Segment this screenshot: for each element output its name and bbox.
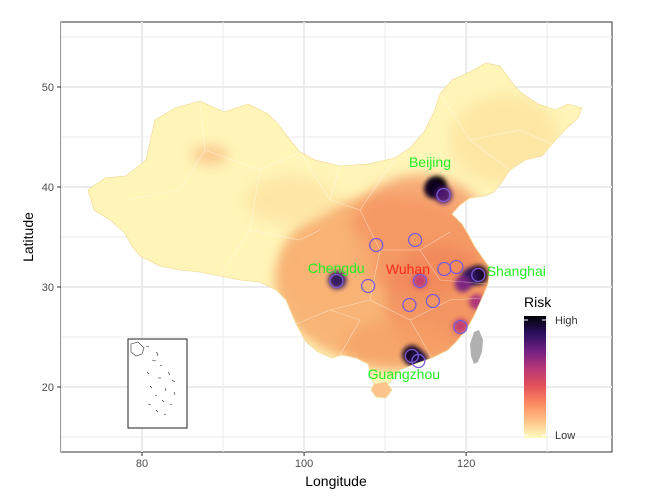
risk-hotspot: [412, 273, 428, 289]
city-label-wuhan: Wuhan: [386, 261, 430, 277]
city-circle-marker: [329, 273, 344, 289]
city-circle-marker: [411, 353, 426, 369]
y-tick-label: 30: [42, 282, 54, 294]
south-china-sea-inset: [127, 338, 188, 429]
y-tick-label: 50: [42, 82, 54, 94]
x-axis-label: Longitude: [305, 473, 367, 489]
legend-low-label: Low: [555, 430, 575, 442]
china-map: [87, 62, 583, 393]
city-markers: [329, 187, 486, 369]
region-borders: [125, 93, 553, 359]
sichuan-risk-area: [285, 224, 375, 300]
city-circle-marker: [402, 297, 417, 313]
taiwan-island: [470, 330, 483, 364]
city-label-beijing: Beijing: [409, 154, 451, 170]
legend-color-bar: [524, 316, 546, 438]
x-tick-label: 100: [295, 458, 313, 470]
city-circle-marker: [471, 267, 486, 283]
city-circle-marker: [453, 319, 468, 335]
inset-frame: [127, 338, 188, 429]
risk-legend: Risk High Low: [524, 294, 578, 442]
x-tick-label: 80: [136, 458, 148, 470]
city-label-chengdu: Chengdu: [308, 260, 365, 276]
city-circle-marker: [412, 273, 428, 289]
city-circle-marker: [369, 237, 384, 253]
legend-high-label: High: [555, 315, 578, 327]
city-label-shanghai: Shanghai: [487, 263, 546, 279]
city-circle-marker: [436, 187, 451, 203]
city-labels: Beijing Shanghai Wuhan Chengdu Guangzhou: [308, 154, 546, 382]
axes: 80 100 120 20 30 40 50: [42, 82, 476, 470]
y-tick-label: 40: [42, 182, 54, 194]
inset-islands: [130, 341, 176, 416]
hainan-island: [370, 381, 393, 399]
city-label-guangzhou: Guangzhou: [368, 366, 440, 382]
city-circle-marker: [449, 259, 464, 275]
city-circle-marker: [425, 293, 441, 309]
legend-title: Risk: [524, 294, 552, 310]
risk-hotspot: [454, 275, 472, 293]
south-china-risk-area: [345, 320, 455, 370]
y-tick-label: 20: [42, 382, 54, 394]
city-circle-marker: [407, 232, 423, 248]
city-circle-marker: [360, 278, 376, 294]
xinjiang-spot: [192, 145, 228, 165]
northwest-risk-area: [245, 175, 335, 225]
x-tick-label: 120: [457, 458, 475, 470]
y-axis-label: Latitude: [20, 212, 36, 262]
